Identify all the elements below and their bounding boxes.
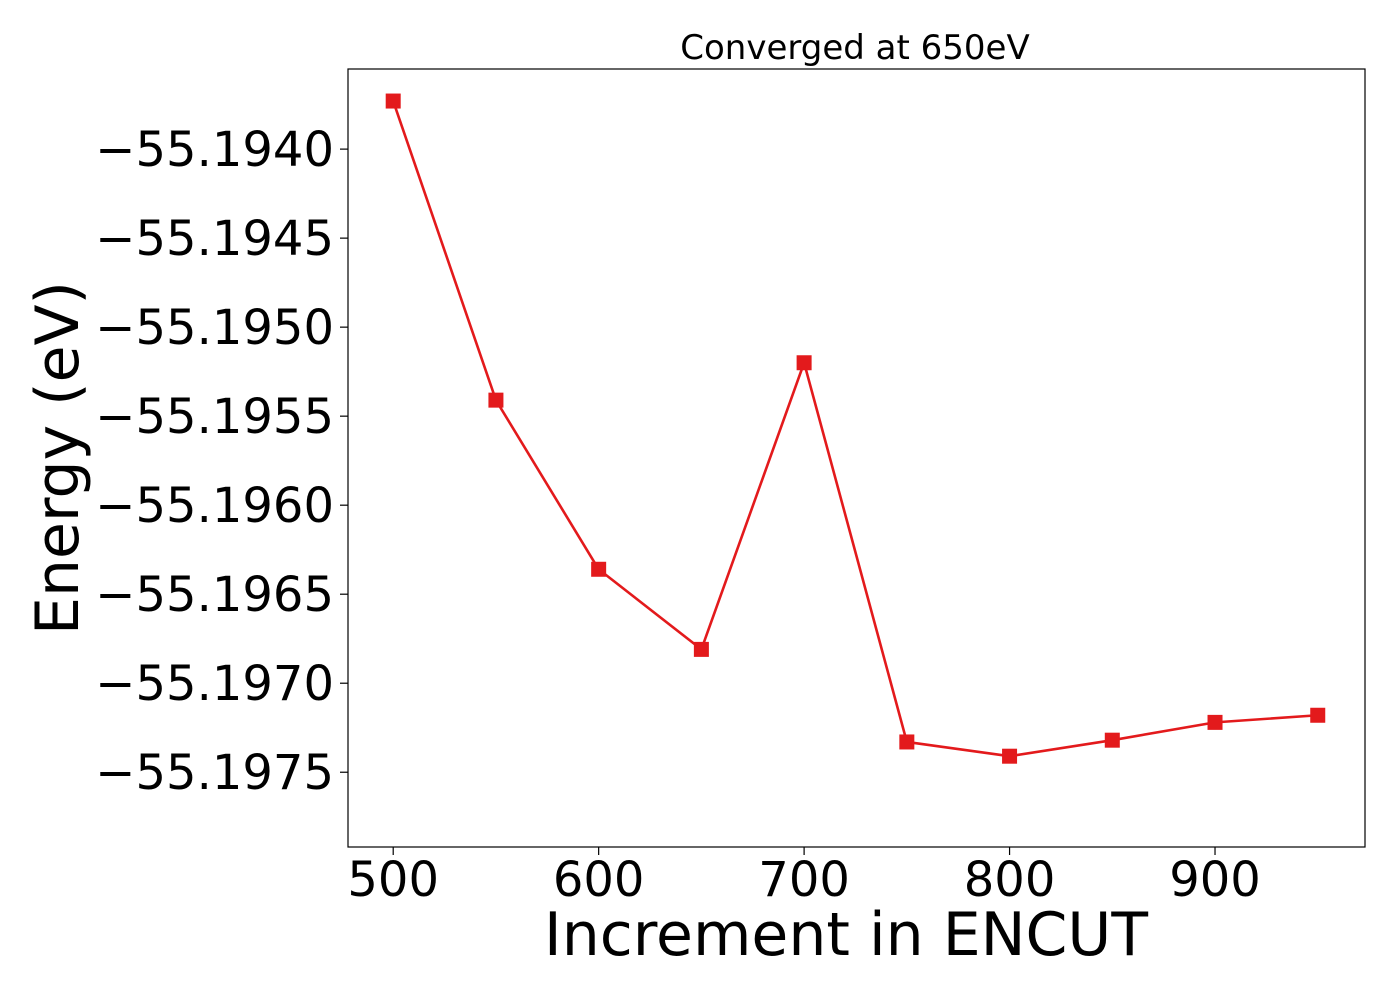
- x-axis-label: Increment in ENCUT: [544, 900, 1148, 970]
- x-tick-label: 600: [553, 852, 645, 908]
- data-point-marker: [796, 355, 812, 371]
- x-tick-label: 500: [347, 852, 439, 908]
- data-point-marker: [1002, 748, 1018, 764]
- series-layer: [385, 93, 1326, 764]
- series-line: [391, 100, 1318, 758]
- y-tick-label: −55.1970: [95, 656, 334, 712]
- y-tick-label: −55.1975: [95, 745, 334, 801]
- data-point-marker: [1104, 732, 1120, 748]
- plot-area-frame: [347, 68, 1366, 848]
- data-point-marker: [488, 392, 504, 408]
- data-point-marker: [1207, 714, 1223, 730]
- y-axis: −55.1940 −55.1945 −55.1950 −55.1955 −55.1960…: [95, 122, 348, 801]
- y-axis-label: Energy (eV): [23, 281, 93, 635]
- x-tick-label: 900: [1169, 852, 1261, 908]
- data-point-marker: [899, 734, 915, 750]
- chart-title: Converged at 650eV: [680, 28, 1029, 68]
- y-tick-label: −55.1950: [95, 300, 334, 356]
- data-point-marker: [591, 561, 607, 577]
- data-point-marker: [693, 641, 709, 657]
- x-tick-label: 700: [758, 852, 850, 908]
- data-point-marker: [385, 93, 401, 109]
- y-tick-label: −55.1955: [95, 389, 334, 445]
- x-axis: 500 600 700 800 900: [347, 847, 1261, 908]
- y-tick-label: −55.1965: [95, 567, 334, 623]
- data-point-marker: [1310, 707, 1326, 723]
- y-tick-label: −55.1940: [95, 122, 334, 178]
- y-tick-label: −55.1945: [95, 211, 334, 267]
- x-tick-label: 800: [964, 852, 1056, 908]
- y-tick-label: −55.1960: [95, 478, 334, 534]
